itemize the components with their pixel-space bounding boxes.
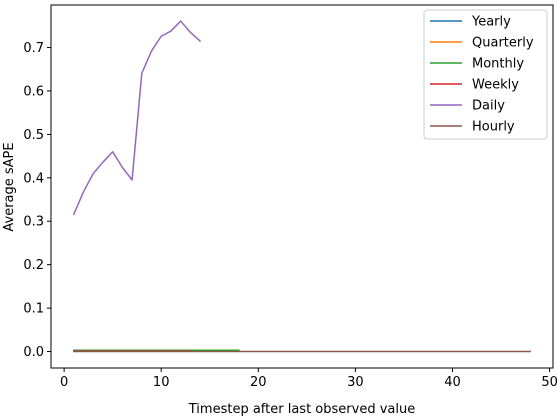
x-axis-label: Timestep after last observed value <box>188 402 415 417</box>
legend-label-weekly: Weekly <box>472 78 519 93</box>
legend: Yearly Quarterly Monthly Weekly Daily Hourly <box>423 9 548 140</box>
x-tick-label: 50 <box>541 375 558 390</box>
x-tick-label: 30 <box>347 375 364 390</box>
x-tick-label: 0 <box>60 375 68 390</box>
legend-label-yearly: Yearly <box>471 15 511 30</box>
y-tick-label: 0.6 <box>23 84 44 99</box>
legend-label-daily: Daily <box>472 99 505 114</box>
plot-frame <box>50 4 554 369</box>
y-tick-label: 0.0 <box>23 345 44 360</box>
legend-label-quarterly: Quarterly <box>472 36 534 51</box>
y-tick-label: 0.1 <box>23 302 44 317</box>
x-tick-label: 10 <box>153 375 170 390</box>
series-lines <box>72 20 531 353</box>
y-tick-label: 0.7 <box>23 41 44 56</box>
y-tick-label: 0.5 <box>23 128 44 143</box>
y-axis-label: Average sAPE <box>2 142 17 231</box>
x-axis-ticks: 0 10 20 30 40 50 <box>60 368 558 390</box>
y-tick-label: 0.3 <box>23 215 44 230</box>
series-line-daily <box>72 20 202 216</box>
y-tick-label: 0.2 <box>23 258 44 273</box>
x-tick-label: 40 <box>444 375 461 390</box>
legend-label-monthly: Monthly <box>472 57 524 72</box>
y-tick-label: 0.4 <box>23 171 44 186</box>
legend-label-hourly: Hourly <box>472 120 515 135</box>
x-tick-label: 20 <box>250 375 267 390</box>
y-axis-ticks: 0.0 0.1 0.2 0.3 0.4 0.5 0.6 0.7 <box>23 41 51 360</box>
